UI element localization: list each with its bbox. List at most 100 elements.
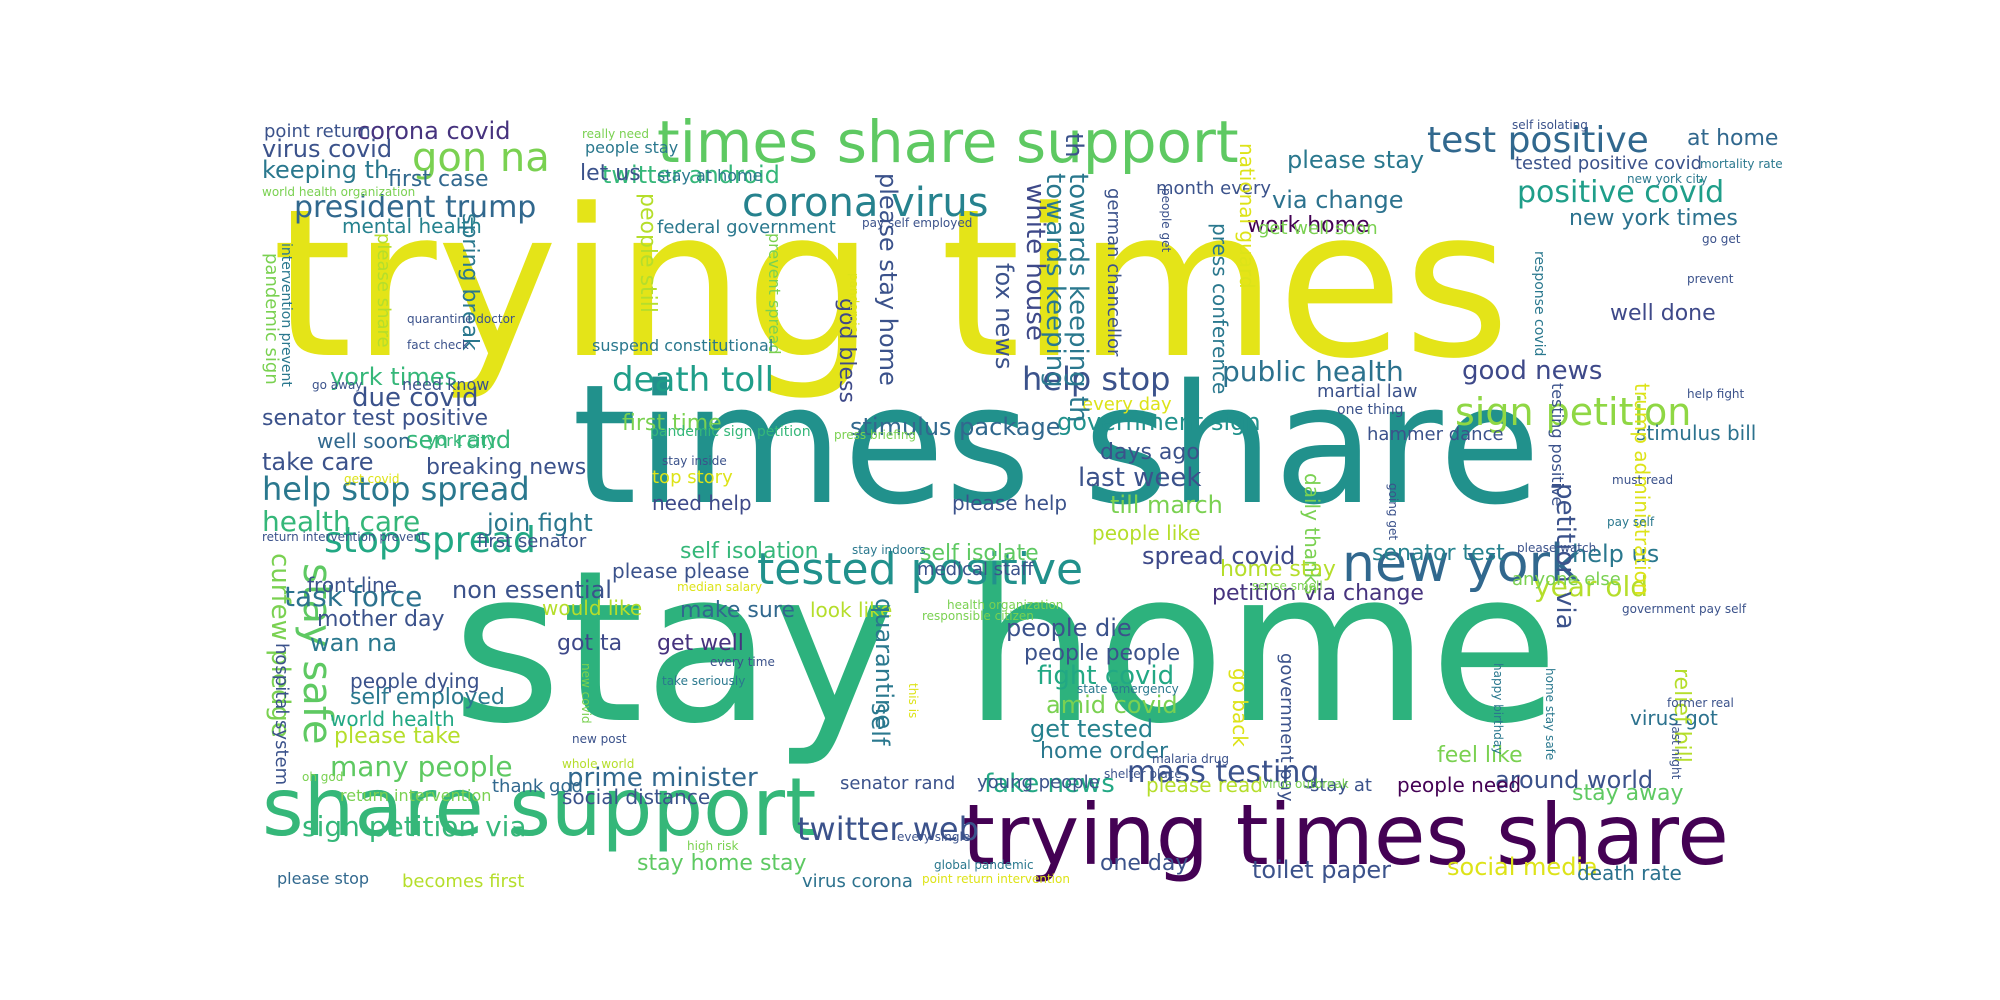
- word-people-still: people still: [635, 193, 660, 313]
- word-spread-covid: spread covid: [1142, 542, 1296, 570]
- word-task-force: task force: [284, 580, 423, 613]
- word-stay-inside: stay inside: [662, 454, 727, 468]
- word-help-stop: help stop: [1022, 360, 1171, 398]
- word-world-health: world health: [330, 707, 455, 731]
- word-let-us: let us: [580, 161, 641, 186]
- word-return-intervention: return intervention: [340, 786, 492, 805]
- word-sign-petition: sign petition: [1455, 390, 1692, 434]
- word-tested-positive-covid: tested positive covid: [1515, 153, 1703, 174]
- word-people-need: people need: [1397, 773, 1522, 797]
- word-get-well-soon: get well soon: [1258, 218, 1378, 239]
- word-people-die: people die: [1006, 614, 1132, 642]
- word-towards-keeping-th: towards keeping th: [1063, 173, 1093, 423]
- word-pandemic-sign-petition: pandemic sign petition: [650, 424, 811, 440]
- word-new-york-city: new york city: [1627, 172, 1708, 186]
- word-prevent: prevent: [1687, 272, 1734, 286]
- word-good-news: good news: [1462, 356, 1603, 386]
- word-home-stay: home stay: [1220, 557, 1336, 582]
- word-new-post: new post: [572, 732, 627, 746]
- word-federal-government: federal government: [657, 217, 836, 238]
- word-make-sure: make sure: [680, 598, 795, 623]
- word-toilet-paper: toilet paper: [1252, 856, 1392, 884]
- word-sign-petition-via: sign petition via: [302, 810, 527, 843]
- word-trump-administration: trump administration: [1630, 383, 1654, 596]
- word-every-time: every time: [710, 655, 775, 669]
- word-daily-thanks: daily thanks: [1300, 473, 1324, 595]
- word-stay-safe: stay safe: [294, 563, 340, 745]
- word-corona-virus: corona virus: [742, 180, 989, 226]
- word-well-done: well done: [1610, 301, 1716, 326]
- word-god-bless: god bless: [834, 298, 859, 403]
- word-young-people: young people: [977, 772, 1100, 793]
- word-virus-corona: virus corona: [802, 871, 913, 892]
- word-please-please: please please: [612, 559, 750, 583]
- word-malaria-drug: malaria drug: [1152, 752, 1229, 766]
- word-government-sign: government sign: [1057, 408, 1261, 436]
- word-high-risk: high risk: [687, 839, 739, 853]
- word-please-stay-home: please stay home: [874, 173, 902, 386]
- word-state-emergency: state emergency: [1077, 682, 1179, 696]
- word-president-trump: president trump: [294, 190, 537, 225]
- word-york-city: york city: [427, 431, 497, 450]
- word-big-vertical-th: th: [1060, 133, 1088, 158]
- word-hammer-dance: hammer dance: [1367, 424, 1504, 445]
- word-self-isolating: self isolating: [1512, 118, 1588, 132]
- word-please-help: please help: [952, 491, 1068, 515]
- word-quarantine-doctor: quarantine doctor: [407, 312, 515, 326]
- word-go-get: go get: [1702, 232, 1741, 246]
- word-prevent-spread: prevent spread: [765, 233, 784, 355]
- word-help-fight: help fight: [1687, 387, 1745, 401]
- word-get-tested: get tested: [1030, 715, 1154, 743]
- word-please-stay: please stay: [1287, 146, 1425, 174]
- word-fight-covid: fight covid: [1037, 661, 1175, 691]
- word-press-briefing: press briefing: [834, 428, 917, 442]
- word-white-house: white house: [1020, 183, 1050, 341]
- word-pay-self-employed: pay self employed: [862, 216, 973, 230]
- word-mental-health: mental health: [342, 214, 482, 238]
- word-press-conference: press conference: [1208, 223, 1232, 395]
- word-get-covid: get covid: [344, 472, 400, 486]
- word-need-help: need help: [652, 491, 752, 515]
- word-please-take: please take: [334, 724, 461, 749]
- word-go-away: go away: [312, 378, 363, 392]
- word-virus-covid: virus covid: [262, 135, 393, 163]
- word-look-like: look like: [810, 598, 893, 622]
- word-medical-staff: medical staff: [917, 559, 1034, 580]
- word-sense-smell: sense smell: [1252, 579, 1323, 593]
- word-gon-na: gon na: [412, 135, 550, 181]
- word-stimulus-bill: stimulus bill: [1636, 421, 1757, 445]
- word-intervention-prevent: intervention prevent: [278, 243, 294, 387]
- word-around-world: around world: [1495, 766, 1654, 794]
- word-petition-via-change: petition via change: [1212, 581, 1424, 606]
- word-pandemic-sign: pandemic sign: [262, 253, 282, 385]
- word-would-like: would like: [542, 596, 643, 620]
- word-one-day: one day: [1100, 851, 1189, 876]
- word-stay-indoors: stay indoors: [852, 543, 926, 557]
- word-times-share-support: times share support: [657, 113, 1239, 176]
- word-fake-news: fake news: [984, 769, 1115, 799]
- word-whole-world: whole world: [562, 757, 635, 771]
- word-new-york: new york: [1342, 534, 1581, 594]
- word-self-isolate: self isolate: [920, 541, 1039, 566]
- word-small-vertical: pandemic: [847, 273, 861, 333]
- word-shelter-place: shelter place: [1104, 767, 1182, 781]
- word-point-return-intervention: point return intervention: [922, 872, 1070, 886]
- word-responsible-citizen: responsible citizen: [922, 609, 1034, 623]
- word-german-chancellor: german chancellor: [1103, 188, 1124, 357]
- word-senator-test-positive: senator test positive: [262, 406, 489, 431]
- word-take-seriously: take seriously: [662, 674, 746, 688]
- word-government-pay: government pay: [1276, 653, 1297, 802]
- word-home-stay-safe: home stay safe: [1543, 668, 1557, 761]
- word-positive-covid: positive covid: [1517, 175, 1725, 210]
- word-well-soon: well soon: [317, 429, 411, 453]
- word-death-rate: death rate: [1577, 861, 1682, 885]
- word-days-ago: days ago: [1100, 440, 1200, 465]
- word-people-like: people like: [1092, 521, 1201, 545]
- word-sen-rand: sen rand: [406, 426, 512, 454]
- word-via-change: via change: [1272, 186, 1404, 214]
- word-this-is: this is: [906, 683, 920, 719]
- word-hospital-system: hospital system: [271, 643, 292, 786]
- word-point-return: point return: [264, 121, 371, 142]
- word-world-health-organization: world health organization: [262, 185, 416, 199]
- word-oh-god: oh god: [302, 770, 344, 784]
